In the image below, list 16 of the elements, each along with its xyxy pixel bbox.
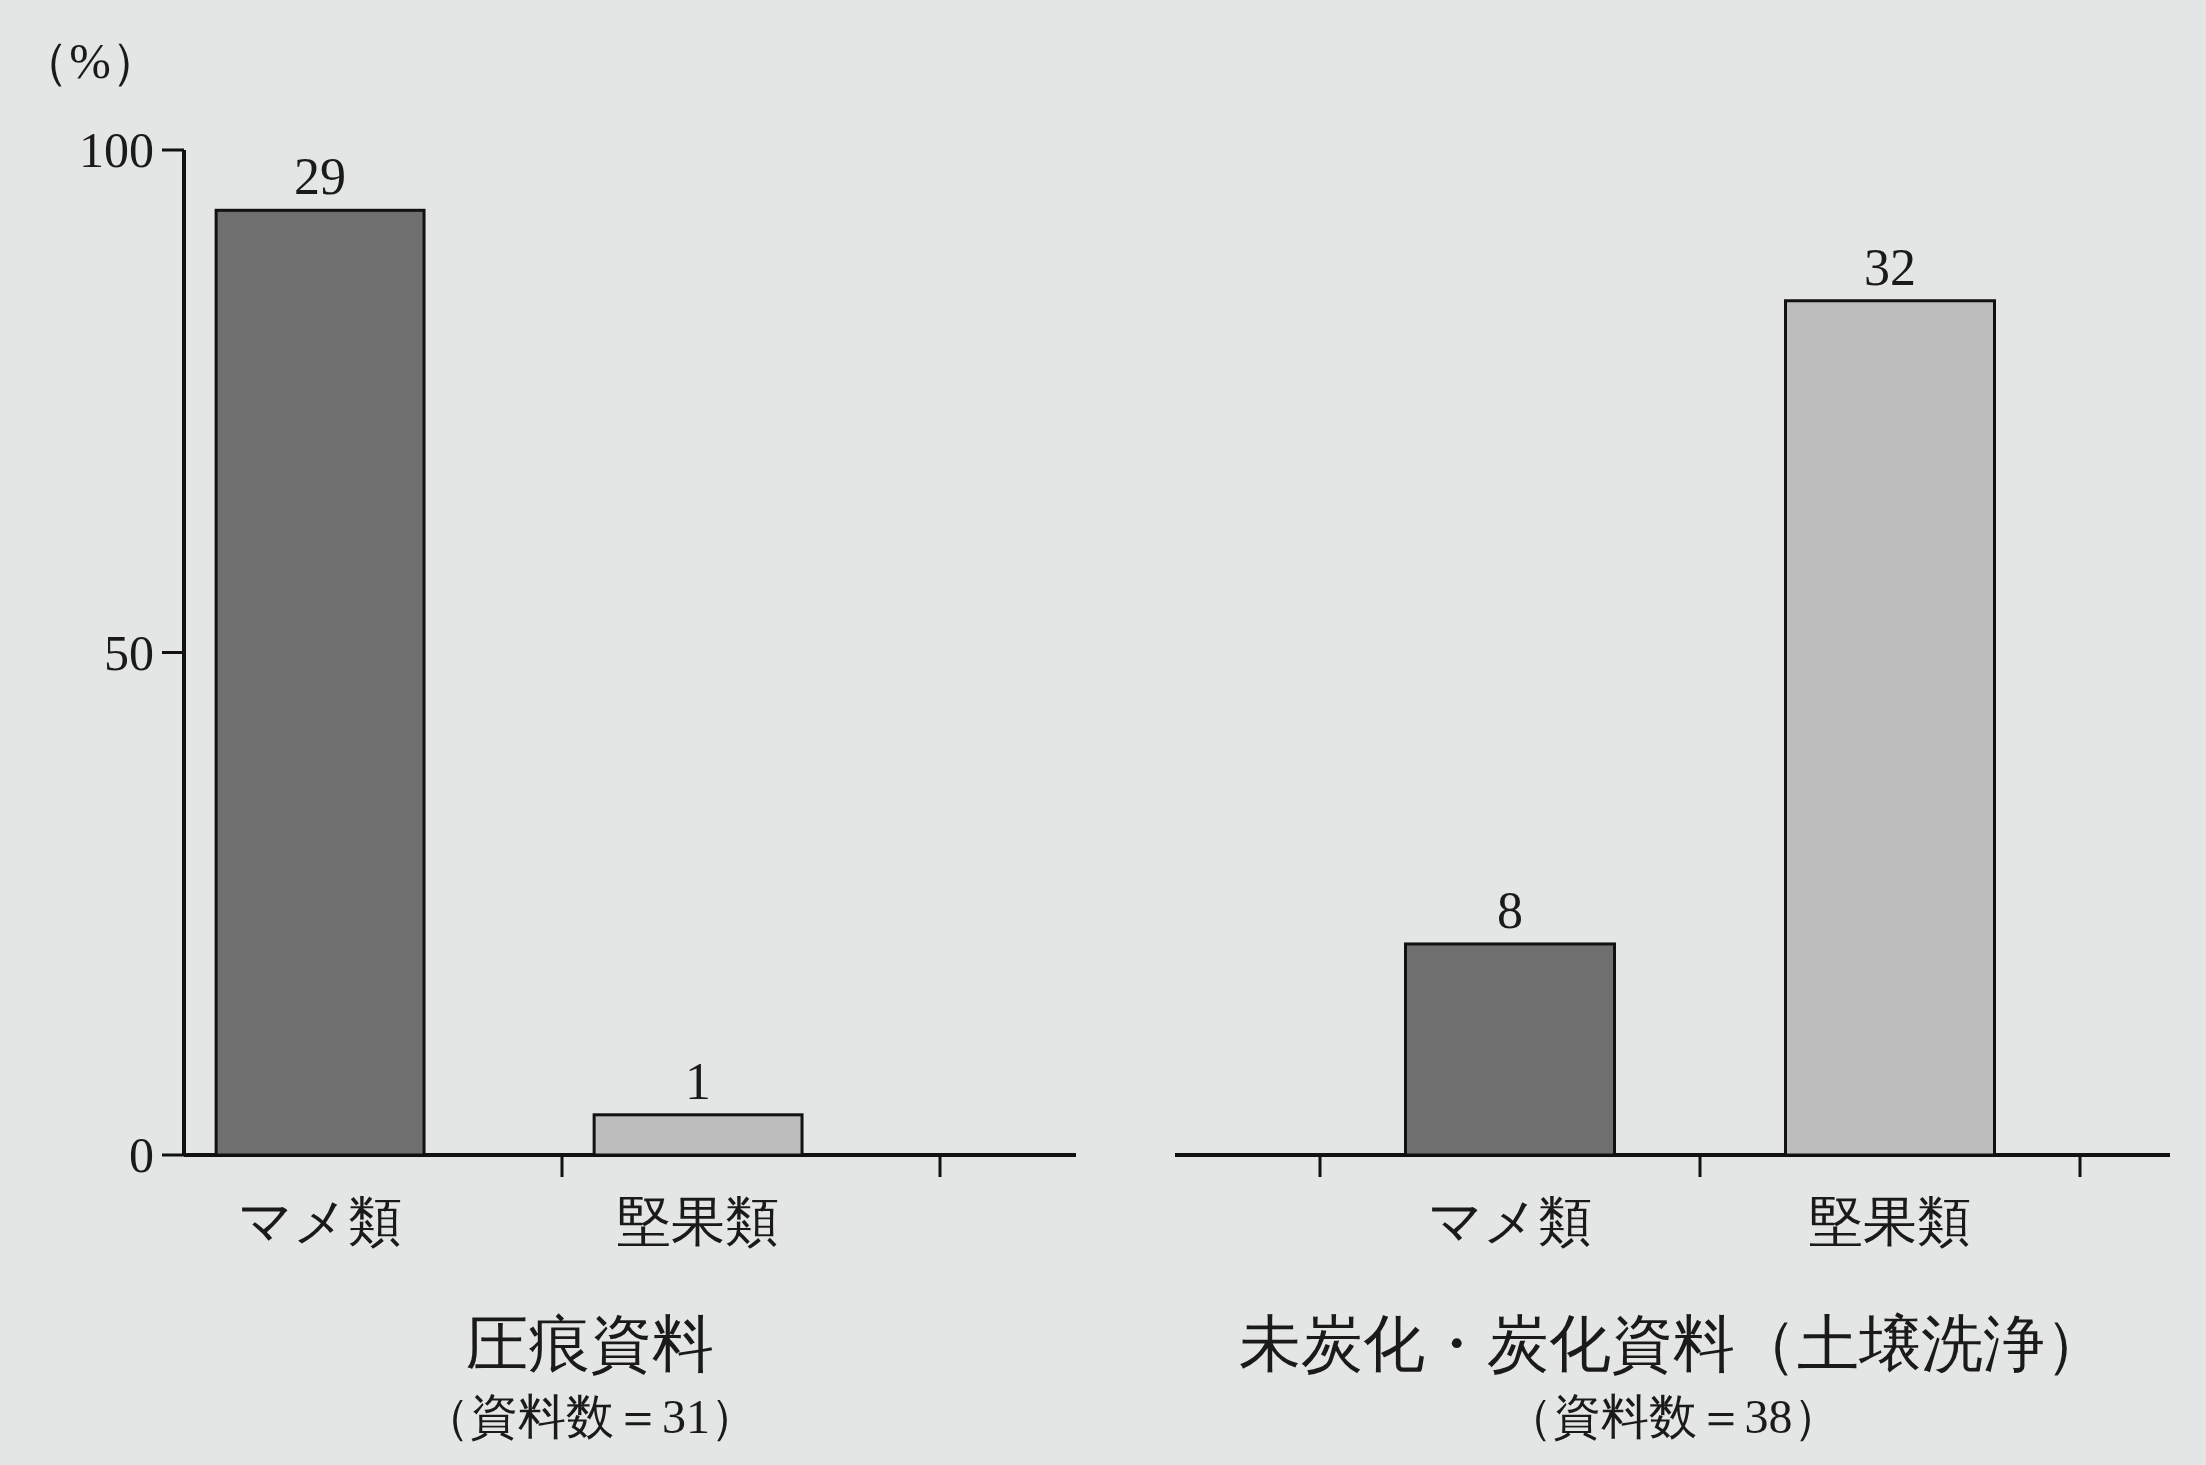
y-tick-label: 100 (79, 122, 154, 178)
x-tick-label: マメ類 (1428, 1192, 1592, 1252)
annotation: 29 (294, 148, 347, 206)
x-tick-label: 堅果類 (1809, 1192, 1971, 1252)
y-axis-title: （%） (19, 33, 161, 89)
annotation: 8 (1497, 881, 1523, 939)
x-tick-label: マメ類 (238, 1192, 403, 1252)
text: 未炭化・炭化資料（土壌洗浄） (1238, 1310, 2107, 1378)
text: 圧痕資料 (466, 1310, 714, 1378)
annotation: 32 (1864, 238, 1916, 296)
text: （資料数＝38） (1504, 1390, 1841, 1443)
y-tick-label: 0 (129, 1127, 154, 1183)
text: （資料数＝31） (422, 1390, 758, 1443)
y-tick-label: 50 (104, 624, 154, 681)
x-tick-label: 堅果類 (617, 1192, 780, 1252)
annotation: 1 (685, 1052, 712, 1110)
